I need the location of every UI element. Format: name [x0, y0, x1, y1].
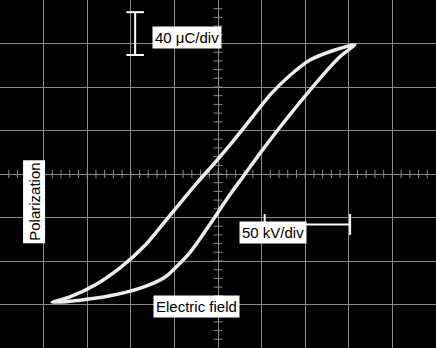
svg-text:40 μC/div: 40 μC/div [155, 29, 219, 46]
svg-text:50 kV/div: 50 kV/div [242, 224, 304, 241]
svg-text:Electric field: Electric field [156, 298, 237, 315]
svg-text:Polarization: Polarization [26, 162, 43, 240]
